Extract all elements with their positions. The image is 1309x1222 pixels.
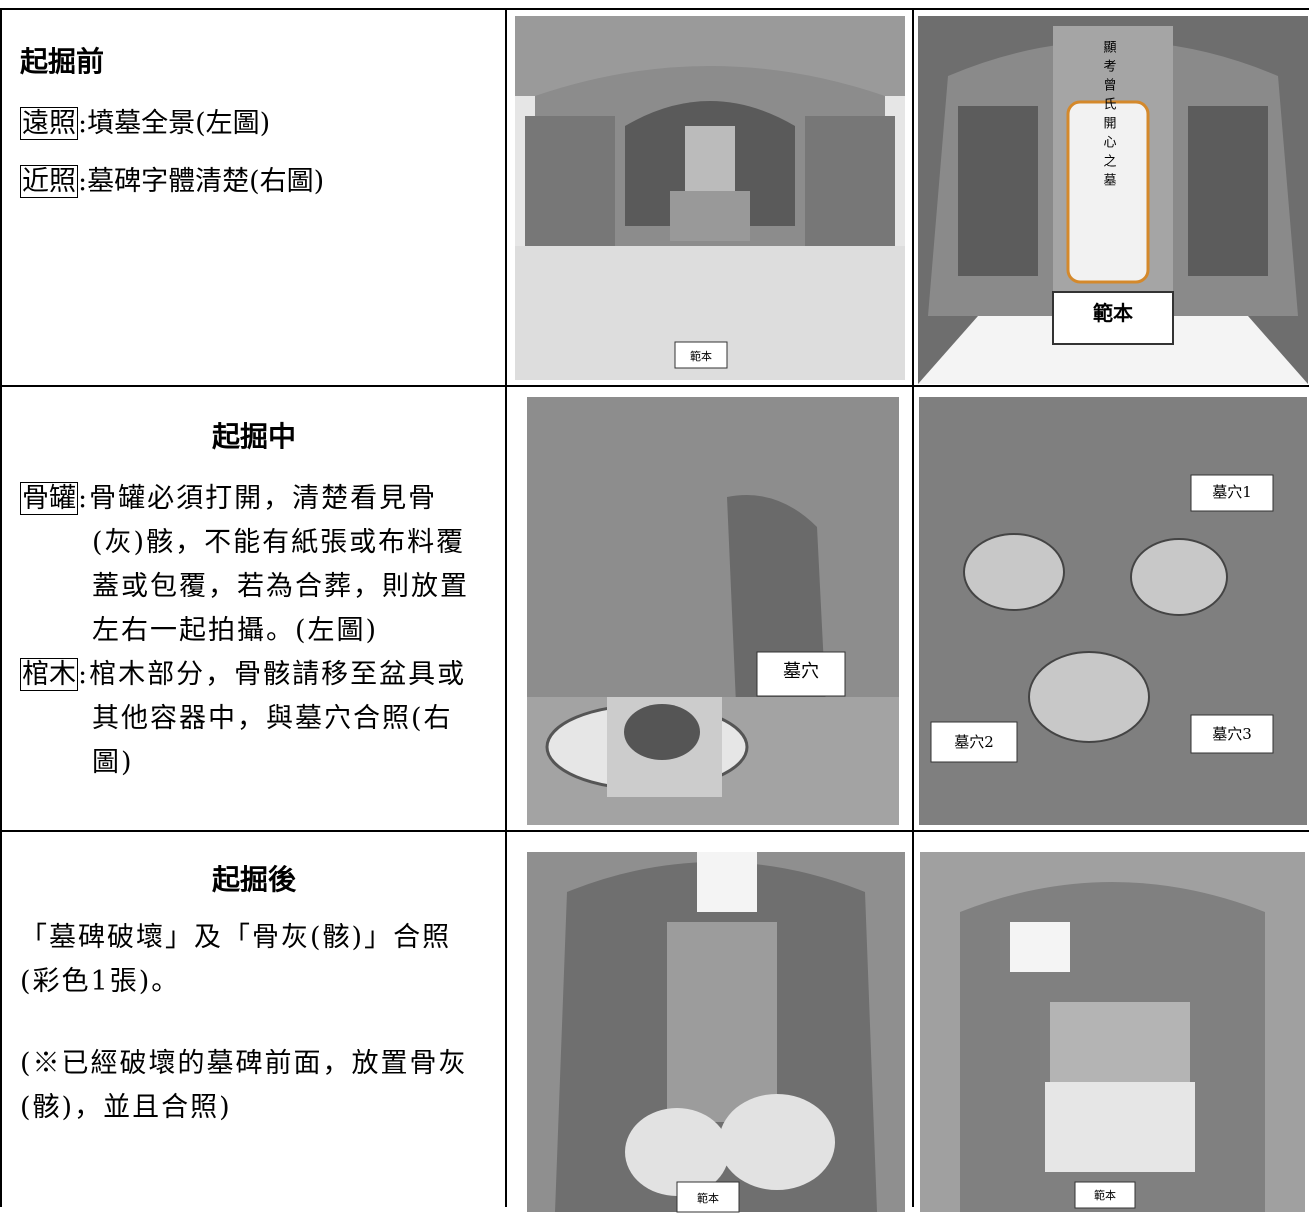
- photo-label: 範本: [1094, 1188, 1116, 1202]
- photo: 墓穴: [527, 397, 899, 825]
- photo: 範本: [527, 852, 905, 1213]
- photo: 顯考曾氏開心之墓 範本: [918, 16, 1308, 384]
- photo-label: 範本: [1093, 301, 1133, 325]
- photo-label: 範本: [690, 349, 712, 363]
- cell: 墓穴1 墓穴2 墓穴3: [912, 385, 1309, 831]
- photo-label: 墓穴2: [954, 733, 994, 751]
- paragraph: 「墓碑破壞」及「骨灰(骸)」合照(彩色1張)。: [20, 922, 452, 997]
- paragraph: (※已經破壞的墓碑前面，放置骨灰(骸)，並且合照): [20, 1048, 468, 1123]
- cell: 範本: [912, 830, 1309, 1212]
- heading: 起掘後: [211, 863, 296, 896]
- photo: 墓穴1 墓穴2 墓穴3: [919, 397, 1307, 825]
- tag: 近照: [20, 165, 78, 198]
- cell: 起掘前 遠照:墳墓全景(左圖) 近照:墓碑字體清楚(右圖): [0, 8, 506, 386]
- photo: 範本: [920, 852, 1305, 1212]
- item-text: :骨罐必須打開，清楚看見骨(灰)骸，不能有紙張或布料覆蓋或包覆，若為合葬，則放置…: [78, 483, 469, 646]
- tag: 棺木: [20, 658, 78, 691]
- cell: 顯考曾氏開心之墓 範本: [912, 8, 1309, 386]
- photo-label: 墓穴: [783, 661, 819, 682]
- tombstone-text: 顯考曾氏開心之墓: [1101, 40, 1117, 192]
- photo-label: 範本: [697, 1191, 719, 1205]
- item: 骨罐:骨罐必須打開，清楚看見骨(灰)骸，不能有紙張或布料覆蓋或包覆，若為合葬，則…: [20, 477, 488, 653]
- tag: 骨罐: [20, 482, 78, 515]
- item-text: :棺木部分，骨骸請移至盆具或其他容器中，與墓穴合照(右圖): [78, 659, 467, 778]
- cell: 起掘中 骨罐:骨罐必須打開，清楚看見骨(灰)骸，不能有紙張或布料覆蓋或包覆，若為…: [0, 385, 506, 831]
- photo-label: 墓穴1: [1212, 483, 1252, 501]
- item-text: :墳墓全景(左圖): [78, 108, 271, 139]
- heading: 起掘中: [211, 420, 296, 453]
- cell: 範本: [505, 830, 913, 1213]
- item-text: :墓碑字體清楚(右圖): [78, 166, 325, 197]
- photo-label: 墓穴3: [1212, 725, 1252, 743]
- cell: 範本: [505, 8, 913, 386]
- cell: 起掘後 「墓碑破壞」及「骨灰(骸)」合照(彩色1張)。 (※已經破壞的墓碑前面，…: [0, 830, 506, 1207]
- item: 棺木:棺木部分，骨骸請移至盆具或其他容器中，與墓穴合照(右圖): [20, 653, 488, 785]
- item: 遠照:墳墓全景(左圖): [20, 102, 488, 146]
- cell: 墓穴: [505, 385, 913, 831]
- tag: 遠照: [20, 107, 78, 140]
- item: 近照:墓碑字體清楚(右圖): [20, 160, 488, 204]
- photo: 範本: [515, 16, 905, 380]
- heading: 起掘前: [20, 45, 105, 78]
